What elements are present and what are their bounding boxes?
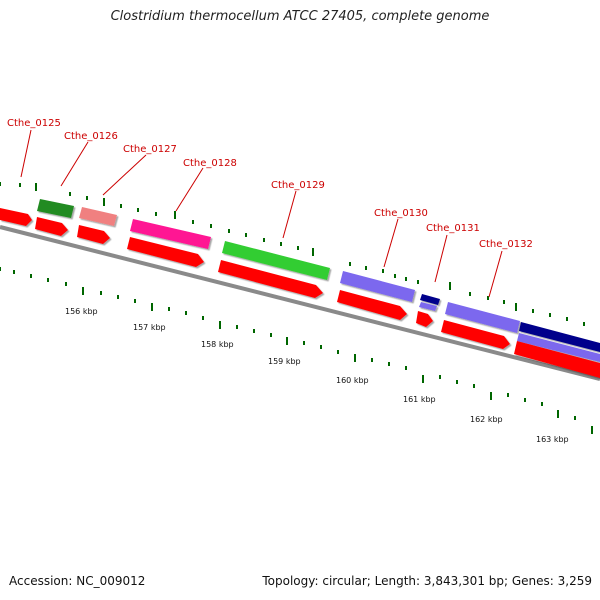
feature-cthe-0127[interactable] (79, 207, 117, 226)
cds-arrow[interactable] (416, 311, 433, 327)
kbp-label: 161 kbp (403, 395, 436, 404)
cds-arrow[interactable] (77, 225, 110, 244)
gene-label-cthe-0128: Cthe_0128 (183, 158, 237, 169)
feature-cthe-0131-a[interactable] (420, 294, 440, 305)
gene-labels: Cthe_0125 Cthe_0126 Cthe_0127 Cthe_0128 … (7, 118, 533, 250)
gene-label-cthe-0132: Cthe_0132 (479, 239, 533, 250)
map-title: Clostridium thermocellum ATCC 27405, com… (110, 9, 490, 24)
feature-cthe-0130[interactable] (340, 271, 415, 302)
feature-cthe-0133-b[interactable] (517, 333, 600, 362)
kbp-label: 156 kbp (65, 307, 98, 316)
kbp-label: 158 kbp (201, 340, 234, 349)
kbp-label: 163 kbp (536, 435, 569, 444)
tick-ring-inner (0, 267, 593, 434)
gene-label-cthe-0126: Cthe_0126 (64, 131, 118, 142)
backbone-line (0, 225, 600, 381)
cds-arrow[interactable] (127, 237, 204, 267)
cds-arrow[interactable] (441, 320, 510, 349)
gene-label-cthe-0130: Cthe_0130 (374, 208, 428, 219)
feature-cthe-0131-b[interactable] (419, 302, 437, 311)
feature-cthe-0125-outer[interactable] (0, 208, 32, 226)
kbp-label: 159 kbp (268, 357, 301, 366)
backbone-track (0, 225, 600, 381)
kbp-label: 157 kbp (133, 323, 166, 332)
leader-line (175, 167, 204, 212)
kbp-label: 160 kbp (336, 376, 369, 385)
gene-label-leaders (20, 129, 503, 298)
cds-arrow[interactable] (514, 341, 600, 378)
cds-arrow[interactable] (218, 260, 323, 298)
gene-label-cthe-0125: Cthe_0125 (7, 118, 61, 129)
genome-stats-text: Topology: circular; Length: 3,843,301 bp… (262, 574, 592, 588)
cds-arrow[interactable] (35, 217, 68, 236)
kbp-scale-labels: 156 kbp 157 kbp 158 kbp 159 kbp 160 kbp … (65, 307, 569, 444)
gene-features-outer (0, 199, 600, 362)
cds-arrow[interactable] (337, 290, 407, 320)
leader-line (434, 234, 448, 283)
feature-cthe-0128[interactable] (130, 219, 211, 249)
cds-features (35, 217, 600, 378)
leader-line (20, 129, 32, 178)
feature-cthe-0126[interactable] (37, 199, 74, 218)
leader-line (383, 218, 399, 268)
leader-line (488, 250, 503, 298)
leader-line (102, 154, 147, 196)
leader-line (282, 190, 297, 239)
kbp-label: 162 kbp (470, 415, 503, 424)
feature-cthe-0129[interactable] (222, 241, 330, 280)
gene-label-cthe-0129: Cthe_0129 (271, 180, 325, 191)
leader-line (60, 141, 89, 187)
gene-label-cthe-0127: Cthe_0127 (123, 144, 177, 155)
feature-cthe-0132[interactable] (445, 302, 520, 333)
gene-label-cthe-0131: Cthe_0131 (426, 223, 480, 234)
feature-cthe-0133-a[interactable] (519, 322, 600, 352)
accession-text: Accession: NC_009012 (9, 574, 146, 588)
tick-ring-outer (0, 182, 585, 326)
